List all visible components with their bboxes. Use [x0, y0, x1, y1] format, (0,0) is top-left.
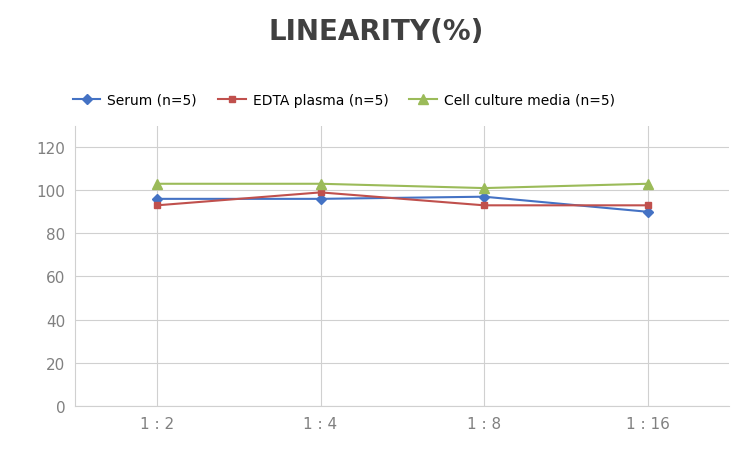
Line: Serum (n=5): Serum (n=5): [153, 194, 651, 216]
Legend: Serum (n=5), EDTA plasma (n=5), Cell culture media (n=5): Serum (n=5), EDTA plasma (n=5), Cell cul…: [67, 88, 620, 113]
EDTA plasma (n=5): [480, 203, 489, 208]
Cell culture media (n=5): [480, 186, 489, 191]
EDTA plasma (n=5): [153, 203, 162, 208]
Cell culture media (n=5): [316, 182, 325, 187]
Line: Cell culture media (n=5): Cell culture media (n=5): [152, 179, 653, 193]
EDTA plasma (n=5): [643, 203, 652, 208]
Text: LINEARITY(%): LINEARITY(%): [268, 18, 484, 46]
EDTA plasma (n=5): [316, 190, 325, 196]
Serum (n=5): [153, 197, 162, 202]
Line: EDTA plasma (n=5): EDTA plasma (n=5): [153, 189, 651, 209]
Cell culture media (n=5): [153, 182, 162, 187]
Serum (n=5): [480, 194, 489, 200]
Serum (n=5): [316, 197, 325, 202]
Cell culture media (n=5): [643, 182, 652, 187]
Serum (n=5): [643, 210, 652, 215]
